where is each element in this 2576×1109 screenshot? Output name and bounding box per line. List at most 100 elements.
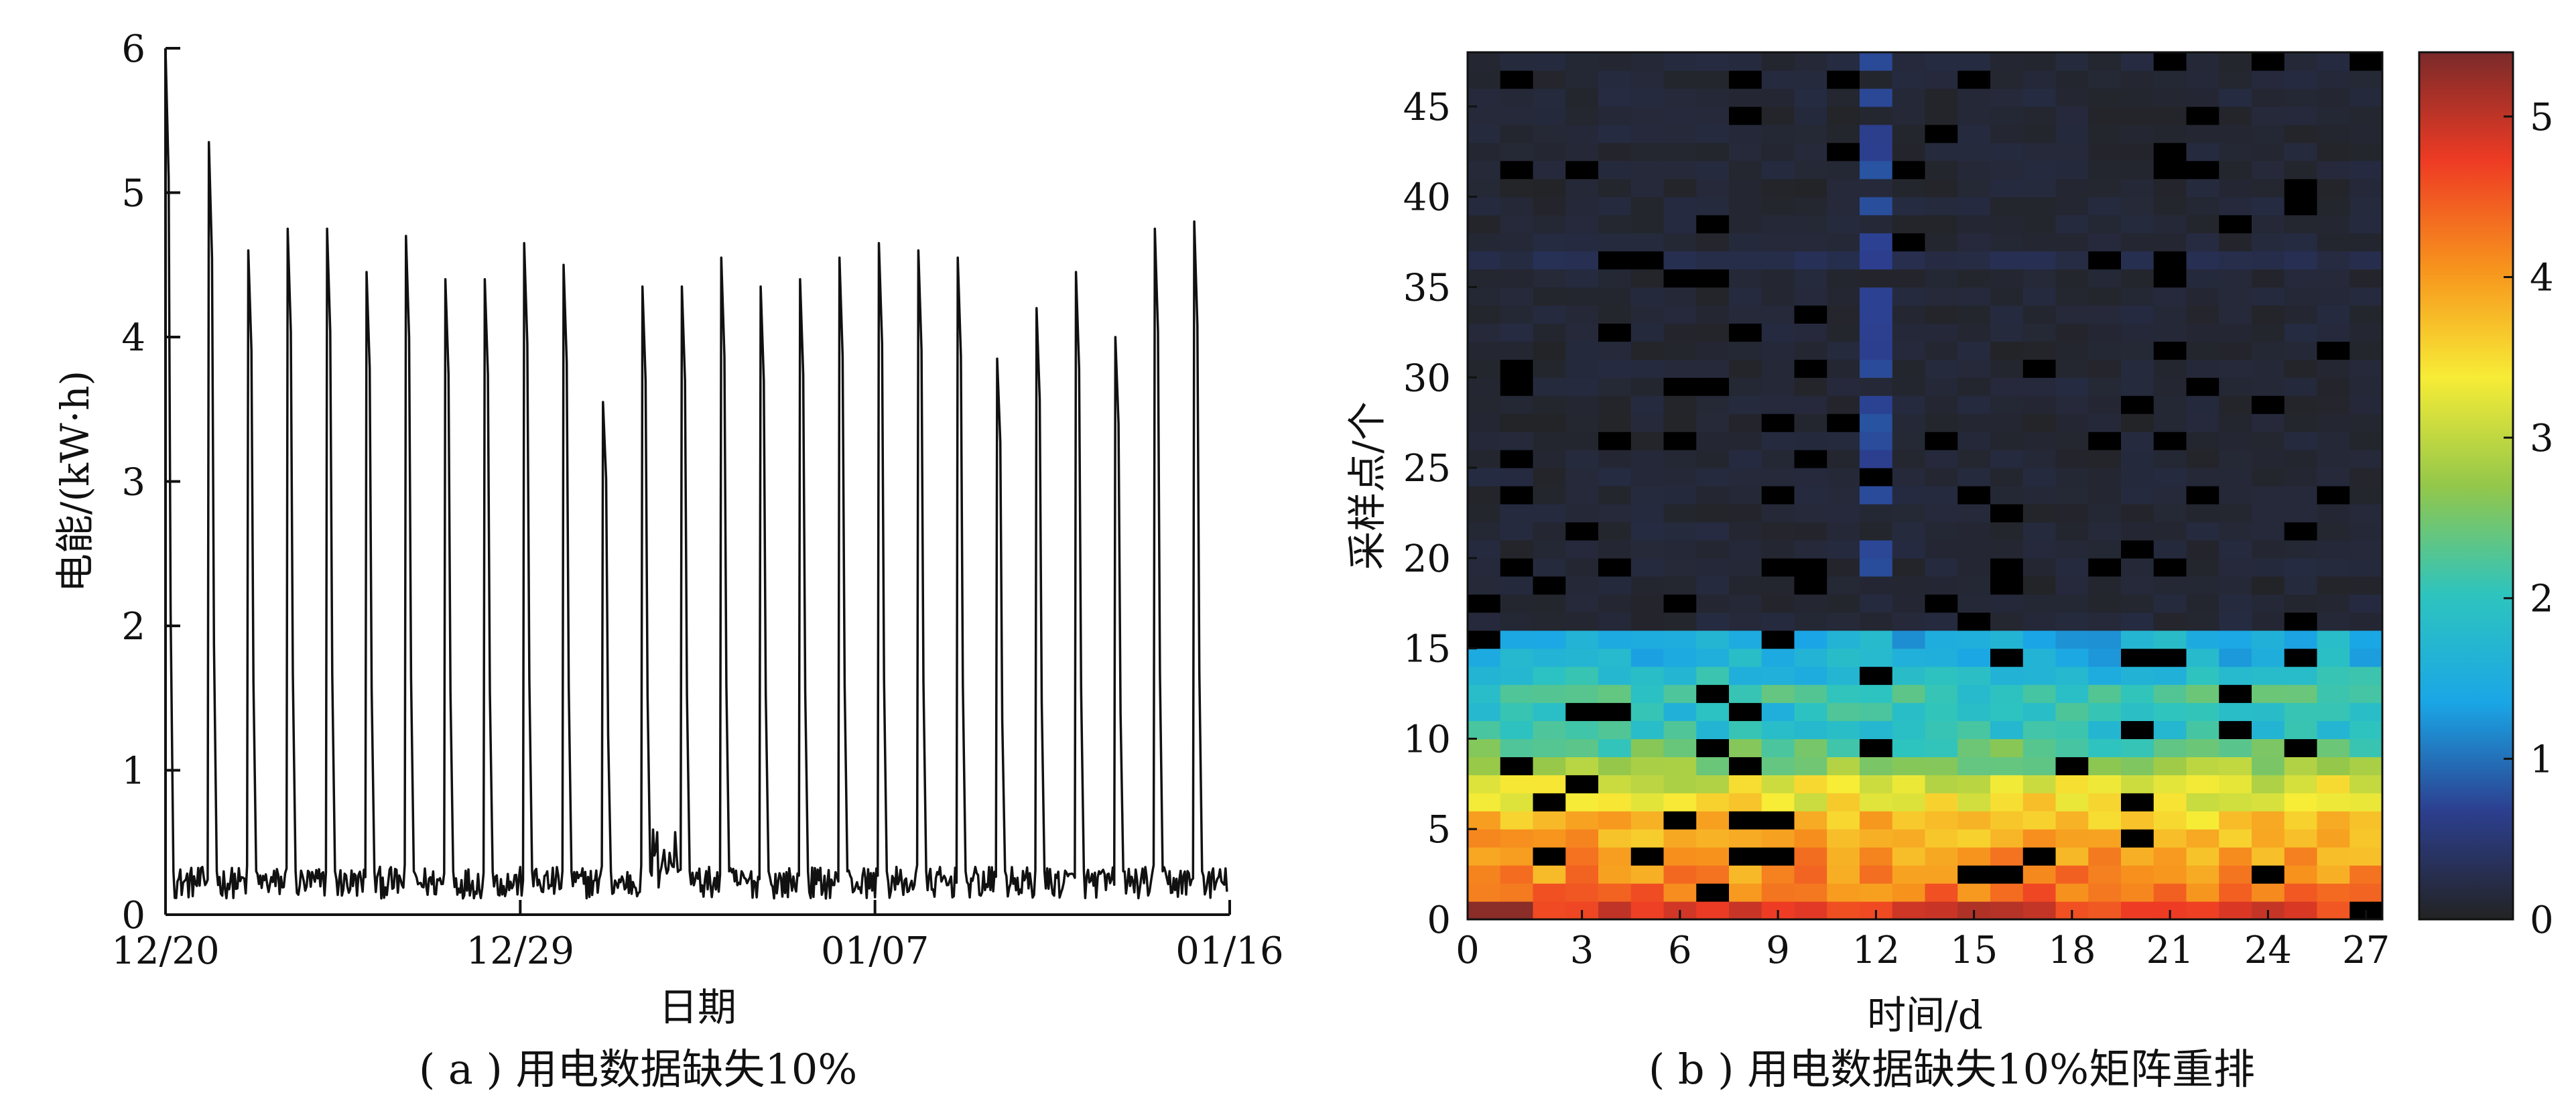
heatmap-cell bbox=[2088, 648, 2122, 667]
heatmap-cell bbox=[2153, 305, 2187, 324]
heatmap-cell bbox=[1533, 793, 1566, 811]
heatmap-cell bbox=[2022, 738, 2057, 757]
colorbar-tick-label: 2 bbox=[2530, 578, 2554, 621]
heatmap-cell bbox=[1598, 576, 1632, 595]
heatmap-cell bbox=[1663, 450, 1697, 468]
heatmap-cell bbox=[1565, 775, 1599, 793]
heatmap-cell bbox=[2022, 287, 2057, 306]
heatmap-cell bbox=[1565, 648, 1599, 667]
heatmap-cell bbox=[1925, 576, 1958, 595]
heatmap-cell bbox=[2219, 233, 2252, 252]
heatmap-cell bbox=[1663, 847, 1697, 866]
heatmap-cell bbox=[1533, 612, 1566, 631]
heatmap-cell bbox=[2055, 684, 2089, 704]
heatmap-cell bbox=[2022, 52, 2057, 71]
heatmap-cell bbox=[2317, 142, 2350, 161]
heatmap-cell bbox=[2022, 178, 2057, 198]
heatmap-cell bbox=[1630, 341, 1665, 360]
heatmap-cell bbox=[1696, 70, 1730, 89]
heatmap-cell bbox=[1925, 450, 1958, 468]
heatmap-cell bbox=[1500, 539, 1534, 559]
y-tick-label: 30 bbox=[1403, 356, 1451, 400]
heatmap-cell bbox=[2317, 323, 2350, 342]
heatmap-cell bbox=[2252, 847, 2285, 866]
heatmap-cell bbox=[1892, 793, 1926, 811]
heatmap-cell bbox=[1468, 70, 1501, 89]
heatmap-cell bbox=[1696, 648, 1730, 667]
heatmap-cell bbox=[1729, 648, 1762, 667]
heatmap-cell bbox=[1729, 630, 1762, 649]
heatmap-cell bbox=[2317, 666, 2350, 686]
heatmap-cell bbox=[1500, 865, 1534, 884]
heatmap-cell bbox=[1663, 287, 1697, 306]
heatmap-cell bbox=[2022, 630, 2057, 649]
heatmap-cell bbox=[2121, 486, 2154, 505]
heatmap-cell bbox=[2022, 576, 2057, 595]
heatmap-cell bbox=[1598, 684, 1632, 704]
heatmap-cell bbox=[2349, 142, 2383, 161]
heatmap-cell bbox=[1990, 413, 2024, 432]
heatmap-cell bbox=[1565, 377, 1599, 396]
heatmap-cell bbox=[2022, 251, 2057, 270]
heatmap-cell bbox=[1957, 630, 1991, 649]
heatmap-cell bbox=[2252, 52, 2285, 71]
x-tick-label: 27 bbox=[2342, 929, 2390, 972]
heatmap-cell bbox=[1598, 666, 1632, 686]
heatmap-cell bbox=[1860, 539, 1893, 559]
heatmap-cell bbox=[2055, 793, 2089, 811]
heatmap-cell bbox=[1729, 594, 1762, 613]
heatmap-cell bbox=[2088, 142, 2122, 161]
heatmap-cell bbox=[2317, 432, 2350, 450]
heatmap-cell bbox=[1827, 684, 1860, 704]
heatmap-cell bbox=[1990, 88, 2024, 107]
heatmap-cell bbox=[1957, 775, 1991, 793]
heatmap-cell bbox=[2022, 666, 2057, 686]
heatmap-cell bbox=[2252, 486, 2285, 505]
y-tick-label: 20 bbox=[1403, 537, 1451, 581]
heatmap-cell bbox=[2186, 88, 2219, 107]
heatmap-cell bbox=[2252, 359, 2285, 378]
heatmap-cell bbox=[1794, 359, 1827, 378]
heatmap-cell bbox=[2252, 178, 2285, 198]
heatmap-cell bbox=[2022, 901, 2057, 920]
heatmap-cell bbox=[1794, 612, 1827, 631]
heatmap-cell bbox=[1565, 323, 1599, 342]
heatmap-colorbar: 0 1 2 3 4 5 bbox=[2418, 51, 2554, 942]
heatmap-cell bbox=[1500, 377, 1534, 396]
y-tick-label: 10 bbox=[1403, 718, 1451, 761]
heatmap-cell bbox=[1565, 576, 1599, 595]
heatmap-cell bbox=[1663, 468, 1697, 486]
heatmap-cell bbox=[1630, 269, 1665, 288]
heatmap-cell bbox=[2252, 233, 2285, 252]
heatmap-cell bbox=[2153, 450, 2187, 468]
heatmap-cell bbox=[1663, 775, 1697, 793]
heatmap-cell bbox=[1533, 287, 1566, 306]
heatmap-cell bbox=[1468, 377, 1501, 396]
heatmap-cell bbox=[2252, 883, 2285, 902]
heatmap-cell bbox=[1468, 775, 1501, 793]
heatmap-cell bbox=[1696, 468, 1730, 486]
heatmap-cell bbox=[1957, 847, 1991, 866]
heatmap-cell bbox=[1729, 178, 1762, 198]
heatmap-cell bbox=[1565, 124, 1599, 143]
heatmap-cell bbox=[2088, 450, 2122, 468]
heatmap-cell bbox=[1533, 648, 1566, 667]
heatmap-cell bbox=[1761, 395, 1795, 414]
x-tick-label: 24 bbox=[2244, 929, 2292, 972]
heatmap-cell bbox=[1860, 450, 1893, 468]
heatmap-cell bbox=[2055, 287, 2089, 306]
heatmap-cell bbox=[2317, 395, 2350, 414]
heatmap-cell bbox=[1892, 648, 1926, 667]
heatmap-cell bbox=[1892, 811, 1926, 830]
heatmap-cell bbox=[1533, 847, 1566, 866]
heatmap-cell bbox=[1598, 432, 1632, 450]
heatmap-cell bbox=[1468, 52, 1501, 71]
heatmap-cell bbox=[1500, 901, 1534, 920]
heatmap-cell bbox=[1957, 142, 1991, 161]
heatmap-cell bbox=[1892, 287, 1926, 306]
heatmap-cell bbox=[2349, 377, 2383, 396]
heatmap-cell bbox=[1500, 323, 1534, 342]
heatmap-cell bbox=[1957, 738, 1991, 757]
heatmap-cell bbox=[1827, 666, 1860, 686]
heatmap-cell bbox=[1794, 811, 1827, 830]
